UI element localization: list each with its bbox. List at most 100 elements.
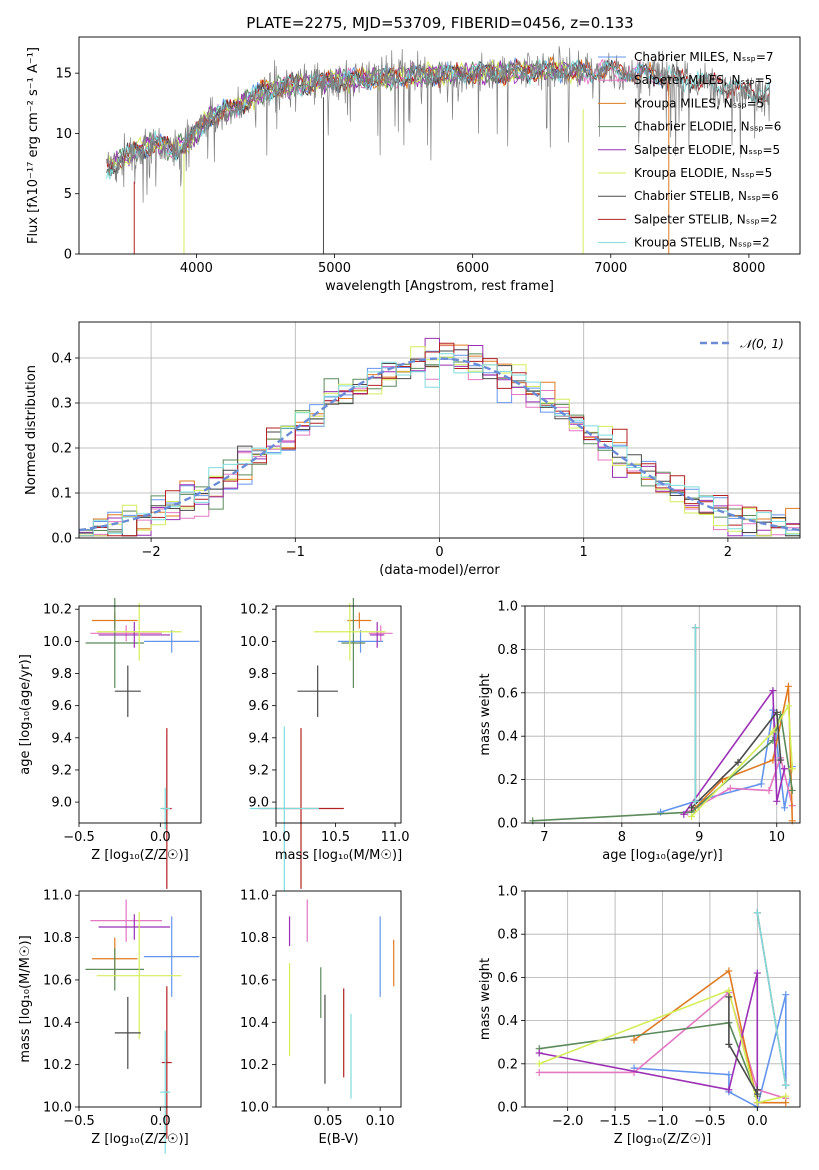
series-kroupa-elodie <box>535 986 790 1107</box>
y-tick-label: 0.4 <box>497 1014 518 1029</box>
y-axis-label: mass weight <box>478 673 493 755</box>
point-chabrier-elodie <box>341 597 366 688</box>
y-tick-label: 9.6 <box>51 699 72 714</box>
data-point-marker <box>769 687 777 695</box>
series-line <box>756 912 787 1086</box>
plot-area <box>529 624 796 825</box>
x-tick-label: 6000 <box>456 261 489 276</box>
y-tick-label: 10.6 <box>240 973 269 988</box>
data-point-marker <box>782 1081 790 1089</box>
y-tick-label: 10.0 <box>43 1101 72 1116</box>
data-point-marker <box>688 812 696 820</box>
point-salpeter-elodie <box>370 622 385 648</box>
y-tick-label: 10.4 <box>43 1016 72 1031</box>
histogram-salpeter-stelib <box>79 342 800 537</box>
x-tick-label: 0.0 <box>747 1114 768 1129</box>
point-chabrier-miles <box>337 630 384 653</box>
y-axis-label: Flux [fλ10⁻¹⁷ erg cm⁻² s⁻¹ A⁻¹] <box>26 47 41 244</box>
y-tick-label: 0.0 <box>497 1101 518 1116</box>
data-point-marker <box>781 804 789 812</box>
data-point-marker <box>753 969 761 977</box>
x-axis-label: Z [log₁₀(Z/Z☉)] <box>91 848 188 863</box>
series-chabrier-stelib <box>725 993 761 1098</box>
x-tick-label: 0.0 <box>150 830 171 845</box>
x-tick-label: 7 <box>540 830 548 845</box>
x-tick-label: 8000 <box>732 261 765 276</box>
point-salpeter-elodie <box>98 914 171 940</box>
point-chabrier-elodie <box>85 948 145 991</box>
x-tick-label: 7000 <box>594 261 627 276</box>
data-point-marker <box>788 765 796 773</box>
y-axis-label: age [log₁₀(age/yr)] <box>18 654 33 775</box>
y-tick-label: 10.8 <box>43 931 72 946</box>
chart-spectrum: 4000 5000 6000 7000 8000 0 5 10 15 wavelength [An… <box>26 36 801 294</box>
data-point-marker <box>753 1086 761 1094</box>
x-tick-label: 10.0 <box>262 830 291 845</box>
y-tick-label: 10.2 <box>43 1058 72 1073</box>
x-tick-label: 0.05 <box>314 1114 343 1129</box>
point-chabrier-miles <box>144 916 200 997</box>
series-chabrier-elodie <box>529 711 796 825</box>
x-tick-label: 0 <box>435 545 443 560</box>
series-salpeter-elodie <box>680 687 789 818</box>
point-kroupa-elodie <box>314 602 386 661</box>
figure-title: PLATE=2275, MJD=53709, FIBERID=0456, z=0… <box>246 14 633 32</box>
x-tick-label: 0.0 <box>150 1114 171 1129</box>
y-tick-label: 10.6 <box>43 973 72 988</box>
x-tick-label: 4000 <box>180 261 213 276</box>
series-kroupa-stelib <box>753 909 790 1089</box>
series-line <box>690 703 794 818</box>
data-point-marker <box>773 797 781 805</box>
legend-label-kroupa-stelib: Kroupa STELIB, Nₛₛₚ=2 <box>634 236 770 250</box>
x-tick-label: 1 <box>580 545 588 560</box>
plot-area <box>249 597 393 891</box>
data-point-marker <box>781 765 789 773</box>
histogram-kroupa-stelib <box>79 353 800 537</box>
y-tick-label: 0.0 <box>497 817 518 832</box>
chart-age_vs_mass: 10.0 10.5 11.0 9.0 9.2 9.4 9.6 9.8 10.0 10.2 mass … <box>240 597 410 891</box>
data-point-marker <box>725 967 733 975</box>
y-tick-label: 0.2 <box>497 1057 518 1072</box>
plot-area <box>106 45 771 254</box>
y-tick-label: 0.8 <box>497 643 518 658</box>
plot-area <box>79 337 800 537</box>
x-axis-label: mass [log₁₀(M/M☉)] <box>275 848 402 863</box>
axes-frame <box>275 890 402 1108</box>
x-tick-label: 9 <box>695 830 703 845</box>
y-tick-label: 10.0 <box>240 635 269 650</box>
series-line <box>539 972 759 1103</box>
series-line <box>633 969 786 1104</box>
series-kroupa-stelib <box>691 624 699 805</box>
y-tick-label: 9.8 <box>51 667 72 682</box>
legend-label-salpeter-miles: Salpeter MILES, Nₛₛₚ=5 <box>634 73 772 87</box>
y-tick-label: 0.6 <box>497 971 518 986</box>
spectrum-legend: Chabrier MILES, Nₛₛₚ=7 Salpeter MILES, Nₛ… <box>598 50 781 250</box>
data-point-marker <box>725 1071 733 1079</box>
data-point-marker <box>773 708 781 716</box>
y-tick-label: 10.2 <box>240 603 269 618</box>
y-tick-label: 9.0 <box>51 796 72 811</box>
legend-label-kroupa-elodie: Kroupa ELODIE, Nₛₛₚ=5 <box>634 166 772 180</box>
x-axis-label: wavelength [Angstrom, rest frame] <box>325 279 554 294</box>
series-salpeter-elodie <box>535 969 761 1107</box>
data-point-marker <box>734 758 742 766</box>
axes-frame <box>275 605 402 824</box>
x-tick-label: −0.5 <box>63 830 95 845</box>
data-point-marker <box>777 756 785 764</box>
point-salpeter-miles <box>90 625 162 642</box>
series-kroupa-elodie <box>688 702 796 820</box>
axes-frame <box>78 36 801 255</box>
data-point-marker <box>725 1040 733 1048</box>
data-point-marker <box>725 993 733 1001</box>
axes-frame <box>78 605 202 824</box>
legend-label-chabrier-miles: Chabrier MILES, Nₛₛₚ=7 <box>634 50 774 64</box>
x-tick-label: 11.0 <box>381 830 410 845</box>
y-tick-label: 10.2 <box>43 603 72 618</box>
series-line <box>683 688 786 815</box>
x-axis-label: age [log₁₀(age/yr)] <box>602 848 723 863</box>
y-tick-label: 9.4 <box>51 731 72 746</box>
plot-area <box>85 899 200 1154</box>
series-line <box>538 989 786 1104</box>
y-tick-label: 0.2 <box>497 773 518 788</box>
